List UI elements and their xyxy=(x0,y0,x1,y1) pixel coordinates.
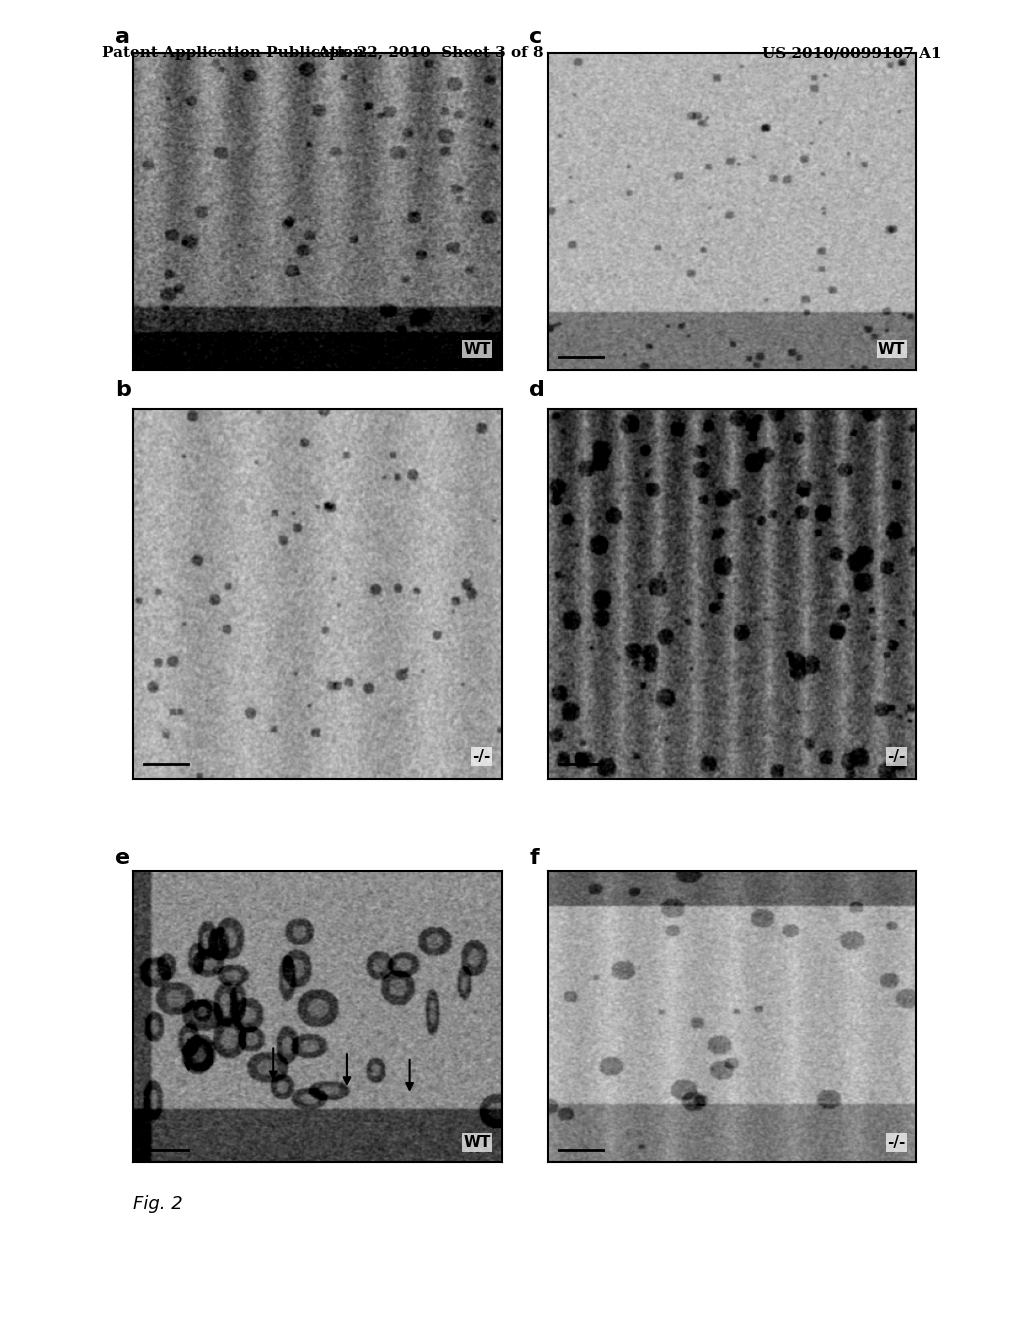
Text: -/-: -/- xyxy=(887,1135,905,1150)
Text: d: d xyxy=(529,380,546,400)
Text: e: e xyxy=(115,847,130,869)
Text: f: f xyxy=(529,847,539,869)
Text: WT: WT xyxy=(463,1135,490,1150)
Text: a: a xyxy=(115,28,130,48)
Text: WT: WT xyxy=(463,342,490,356)
Text: c: c xyxy=(529,28,543,48)
Text: Patent Application Publication: Patent Application Publication xyxy=(102,46,365,61)
Text: -/-: -/- xyxy=(887,748,905,764)
Text: Apr. 22, 2010  Sheet 3 of 8: Apr. 22, 2010 Sheet 3 of 8 xyxy=(316,46,544,61)
Text: b: b xyxy=(115,380,131,400)
Text: Fig. 2: Fig. 2 xyxy=(133,1195,183,1213)
Text: WT: WT xyxy=(878,342,905,356)
Text: US 2010/0099107 A1: US 2010/0099107 A1 xyxy=(763,46,942,61)
Text: -/-: -/- xyxy=(472,748,490,764)
